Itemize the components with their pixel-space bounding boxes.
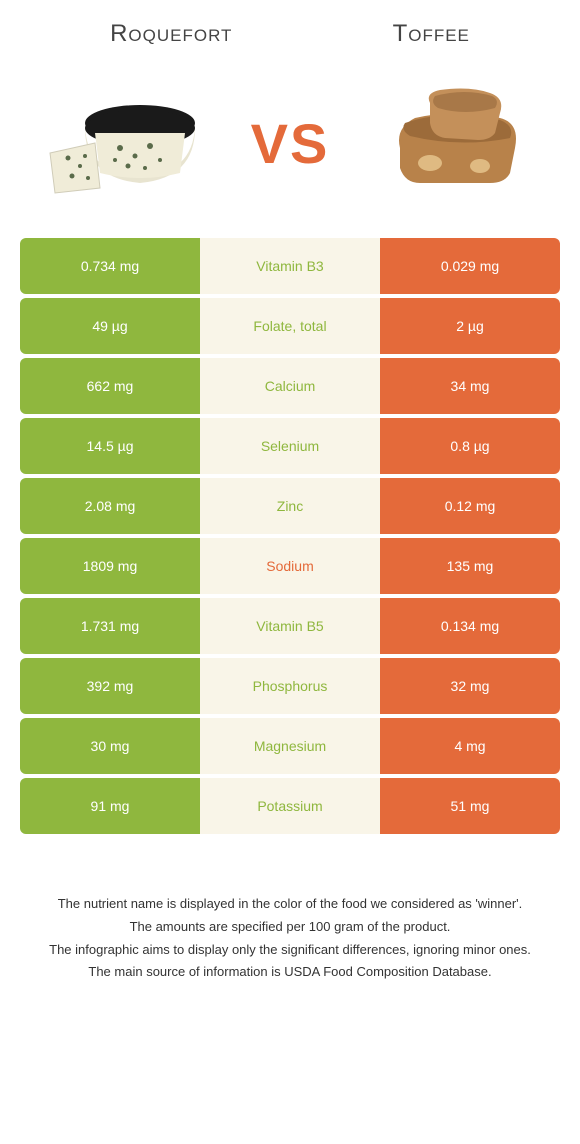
nutrient-name-cell: Potassium: [200, 778, 380, 834]
footer-notes: The nutrient name is displayed in the co…: [30, 894, 550, 983]
left-value-cell: 0.734 mg: [20, 238, 200, 294]
footer-line-1: The nutrient name is displayed in the co…: [30, 894, 550, 915]
header-titles: Roquefort Toffee: [0, 20, 580, 68]
nutrient-name-cell: Vitamin B5: [200, 598, 380, 654]
vs-label: VS: [251, 111, 330, 176]
left-value-cell: 662 mg: [20, 358, 200, 414]
left-value-cell: 14.5 µg: [20, 418, 200, 474]
right-value-cell: 0.12 mg: [380, 478, 560, 534]
right-value-cell: 4 mg: [380, 718, 560, 774]
table-row: 14.5 µgSelenium0.8 µg: [20, 418, 560, 474]
table-row: 30 mgMagnesium4 mg: [20, 718, 560, 774]
table-row: 2.08 mgZinc0.12 mg: [20, 478, 560, 534]
nutrient-name-cell: Selenium: [200, 418, 380, 474]
nutrient-name-cell: Folate, total: [200, 298, 380, 354]
toffee-image: [370, 78, 540, 208]
roquefort-image: [40, 78, 210, 208]
left-food-title: Roquefort: [110, 20, 232, 48]
right-food-title: Toffee: [393, 20, 470, 48]
left-value-cell: 392 mg: [20, 658, 200, 714]
right-value-cell: 0.134 mg: [380, 598, 560, 654]
images-row: VS: [0, 68, 580, 238]
left-value-cell: 49 µg: [20, 298, 200, 354]
nutrient-name-cell: Calcium: [200, 358, 380, 414]
footer-line-4: The main source of information is USDA F…: [30, 962, 550, 983]
table-row: 1.731 mgVitamin B50.134 mg: [20, 598, 560, 654]
table-row: 91 mgPotassium51 mg: [20, 778, 560, 834]
left-value-cell: 2.08 mg: [20, 478, 200, 534]
table-row: 392 mgPhosphorus32 mg: [20, 658, 560, 714]
left-value-cell: 1.731 mg: [20, 598, 200, 654]
nutrient-name-cell: Phosphorus: [200, 658, 380, 714]
table-row: 0.734 mgVitamin B30.029 mg: [20, 238, 560, 294]
table-row: 49 µgFolate, total2 µg: [20, 298, 560, 354]
nutrient-table: 0.734 mgVitamin B30.029 mg49 µgFolate, t…: [20, 238, 560, 834]
left-value-cell: 1809 mg: [20, 538, 200, 594]
footer-line-3: The infographic aims to display only the…: [30, 940, 550, 961]
right-value-cell: 32 mg: [380, 658, 560, 714]
right-value-cell: 135 mg: [380, 538, 560, 594]
nutrient-name-cell: Magnesium: [200, 718, 380, 774]
footer-line-2: The amounts are specified per 100 gram o…: [30, 917, 550, 938]
right-value-cell: 51 mg: [380, 778, 560, 834]
nutrient-name-cell: Zinc: [200, 478, 380, 534]
table-row: 1809 mgSodium135 mg: [20, 538, 560, 594]
nutrient-name-cell: Vitamin B3: [200, 238, 380, 294]
right-value-cell: 34 mg: [380, 358, 560, 414]
right-value-cell: 2 µg: [380, 298, 560, 354]
right-value-cell: 0.029 mg: [380, 238, 560, 294]
left-value-cell: 91 mg: [20, 778, 200, 834]
nutrient-name-cell: Sodium: [200, 538, 380, 594]
table-row: 662 mgCalcium34 mg: [20, 358, 560, 414]
left-value-cell: 30 mg: [20, 718, 200, 774]
right-value-cell: 0.8 µg: [380, 418, 560, 474]
